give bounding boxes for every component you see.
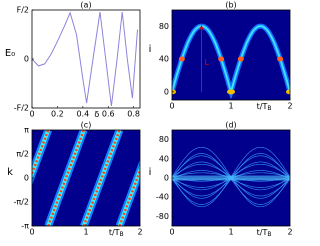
y-tick-label: π/2 bbox=[16, 150, 29, 159]
x-tick-label: 1 bbox=[228, 228, 233, 237]
heatmap-feature bbox=[237, 56, 244, 62]
x-tick-label: 0.8 bbox=[127, 110, 140, 119]
x-tick-label: 0.6 bbox=[102, 110, 115, 119]
x-tick-label: 2 bbox=[287, 102, 292, 111]
y-tick-label: -π/2 bbox=[14, 198, 30, 207]
y-tick-label: F/2 bbox=[17, 6, 29, 15]
x-tick-label: 0.4 bbox=[76, 110, 89, 119]
x-axis-label-sub: B bbox=[267, 105, 271, 112]
panel-title: (a) bbox=[80, 1, 91, 10]
y-axis-label: i bbox=[149, 44, 152, 55]
x-tick-label: 0 bbox=[169, 228, 174, 237]
panel-title: (c) bbox=[81, 121, 92, 130]
x-axis-label-sub: B bbox=[267, 231, 271, 238]
heatmap-feature bbox=[47, 130, 85, 226]
x-tick-label: 0 bbox=[29, 110, 34, 119]
panel: -80 -40 0 40 80 0 1 2 (d) i t/TB bbox=[149, 121, 293, 238]
plot-area bbox=[172, 130, 290, 226]
y-tick-label: -40 bbox=[156, 193, 169, 202]
y-tick-label: 80 bbox=[159, 135, 169, 144]
plot-area bbox=[172, 10, 290, 100]
annotation: L bbox=[205, 58, 210, 67]
x-tick-label: 0 bbox=[169, 102, 174, 111]
x-axis-label-main: δ bbox=[94, 110, 99, 119]
y-axis-label: E₀ bbox=[5, 48, 15, 59]
panel: -π -π/2 0 π/2 π 0 1 2 (c) k t/TB bbox=[7, 121, 142, 238]
y-tick-label: -π bbox=[21, 222, 29, 231]
x-tick-label: 0.2 bbox=[51, 110, 64, 119]
y-tick-label: 40 bbox=[159, 55, 169, 64]
y-tick-label: 0 bbox=[164, 174, 169, 183]
panel: -F/20F/20 0.2 0.4 0.6 0.8(a)E₀δ bbox=[5, 1, 141, 119]
heatmap-feature bbox=[32, 130, 50, 178]
panel-title: (d) bbox=[225, 121, 236, 130]
heatmap-feature bbox=[227, 89, 235, 95]
y-tick-label: 40 bbox=[159, 154, 169, 163]
heatmap-feature bbox=[178, 56, 185, 62]
heatmap-feature bbox=[118, 167, 140, 226]
x-axis-label: t/TB bbox=[109, 228, 124, 238]
heatmap-feature bbox=[82, 130, 121, 226]
x-axis-label: δ bbox=[94, 110, 99, 119]
y-axis-label: k bbox=[7, 167, 13, 178]
panel: L 0 40 80 0 1 2 (b) i t/TB bbox=[149, 1, 293, 112]
y-tick-label: -F/2 bbox=[14, 104, 29, 113]
x-axis-label: t/TB bbox=[257, 102, 272, 112]
plot-area bbox=[32, 11, 138, 107]
y-tick-label: 0 bbox=[24, 55, 29, 64]
heatmap-feature bbox=[277, 56, 284, 62]
y-tick-label: 0 bbox=[24, 174, 29, 183]
x-axis-label-main: t/T bbox=[257, 102, 268, 111]
x-axis-label-main: t/T bbox=[257, 228, 268, 237]
plot-area bbox=[32, 130, 140, 226]
x-tick-label: 2 bbox=[287, 228, 292, 237]
y-tick-label: π bbox=[24, 126, 29, 135]
x-tick-label: 1 bbox=[83, 228, 88, 237]
x-axis-label: t/TB bbox=[257, 228, 272, 238]
line bbox=[32, 11, 138, 107]
heatmap-feature bbox=[218, 56, 225, 62]
x-tick-label: 2 bbox=[137, 228, 142, 237]
x-axis-label-sub: B bbox=[120, 231, 124, 238]
panel-title: (b) bbox=[225, 1, 236, 10]
annotation-arrow-head bbox=[199, 25, 204, 31]
y-tick-label: 80 bbox=[159, 22, 169, 31]
x-tick-label: 1 bbox=[228, 102, 233, 111]
x-axis-label-main: t/T bbox=[109, 228, 120, 237]
x-tick-label: 0 bbox=[29, 228, 34, 237]
y-tick-label: -80 bbox=[156, 212, 169, 221]
y-axis-label: i bbox=[149, 167, 152, 178]
y-tick-label: 0 bbox=[164, 87, 169, 96]
heatmap-feature bbox=[286, 89, 290, 95]
